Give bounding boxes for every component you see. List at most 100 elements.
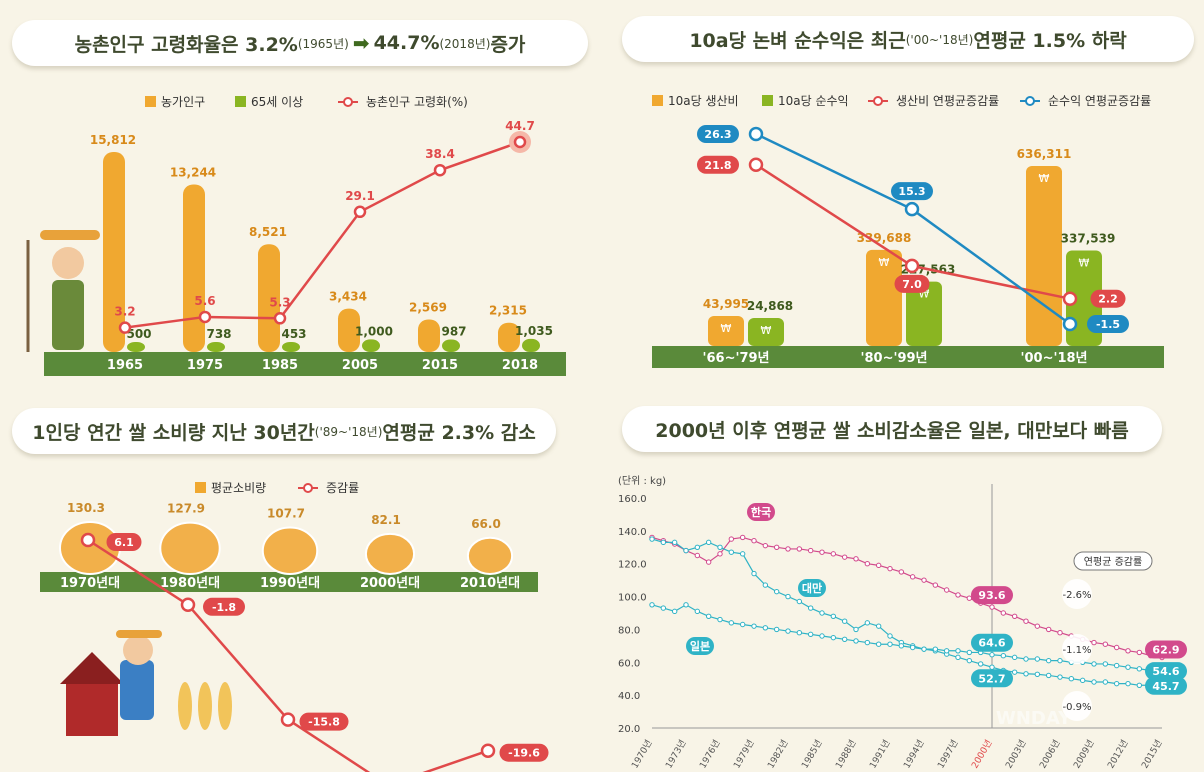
title-consumption-years: ('89~'18년)	[314, 424, 383, 439]
legend-cost-label: 10a당 생산비	[668, 94, 739, 108]
legend-aging-rate-label: 농촌인구 고령화(%)	[366, 95, 468, 109]
label-income-rate-0-pill	[697, 125, 739, 143]
bar-over65-1965	[127, 342, 145, 352]
xtick-2012년: 2012년	[1105, 738, 1130, 771]
point-한국-26	[943, 587, 950, 593]
label-farm-pop-2005: 3,434	[329, 290, 367, 304]
label-change-4: -19.6	[508, 747, 540, 760]
point-aging-rate-2005	[353, 205, 367, 219]
series-name-일본-pill	[686, 637, 714, 655]
point-대만-35	[1045, 672, 1052, 679]
farmer-face	[52, 247, 84, 279]
point-대만-40	[1102, 679, 1109, 685]
point-일본-33	[1023, 656, 1029, 662]
point-대만-37	[1068, 676, 1075, 682]
point-일본-18	[853, 638, 859, 644]
barn-roof-icon	[60, 652, 124, 684]
point-한국-19	[864, 561, 871, 567]
point-일본-14	[807, 631, 814, 638]
rate-일본: -1.1%	[1062, 645, 1091, 656]
bar-farm-pop-1985	[258, 244, 280, 352]
point-한국-40	[1102, 641, 1109, 647]
point-한국-4	[694, 552, 701, 559]
point-대만-29	[977, 661, 984, 667]
chart-aging: 농가인구 65세 이상 농촌인구 고령화(%) 15,812 500 1965 13,244…	[26, 95, 566, 376]
end-일본: 54.6	[1152, 665, 1179, 678]
label-change-0-pill	[106, 533, 142, 551]
legend-income-rate-label: 순수익 연평균증감률	[1048, 94, 1151, 108]
farmer-hat	[116, 630, 162, 638]
chart-intl: (단위 : kg) 160.0 140.0 120.0 100.0 80.0 60.0 40.…	[618, 474, 1187, 771]
point-한국-14	[807, 547, 814, 554]
legend-income-rate-marker	[1025, 96, 1035, 106]
label-cost-rate-0-pill	[697, 155, 739, 174]
title-aging-text-a: 농촌인구 고령화율은 3.2%	[74, 33, 298, 56]
start-한국-pill	[971, 586, 1013, 605]
point-한국-25	[932, 582, 939, 588]
title-intl: 2000년 이후 연평균 쌀 소비감소율은 일본, 대만보다 빠름	[622, 406, 1162, 452]
point-대만-38	[1079, 677, 1086, 684]
xtick-2018: 2018	[502, 358, 538, 373]
title-rice-income: 10a당 논벼 순수익은 최근 ('00~'18년) 연평균 1.5% 하락	[622, 16, 1194, 62]
bar-over65-1985	[282, 342, 300, 352]
end-대만-pill	[1145, 676, 1187, 695]
point-일본-40	[1102, 661, 1109, 667]
label-aging-rate-1975: 5.6	[194, 294, 215, 308]
legend-box-label: 연평균 증감률	[1084, 556, 1142, 568]
title-rice-income-years: ('00~'18년)	[905, 32, 974, 47]
point-한국-6	[717, 551, 723, 557]
point-대만-18	[853, 626, 859, 633]
bar-farm-pop-1965	[103, 152, 125, 352]
point-cost-rate-1	[904, 258, 920, 274]
xtick-1975: 1975	[187, 358, 223, 373]
legend-avg-consumption-label: 평균소비량	[211, 481, 266, 495]
point-대만-33	[1023, 671, 1029, 677]
xtick-2015년: 2015년	[1139, 738, 1164, 771]
label-income-rate-1: 15.3	[898, 185, 925, 198]
series-name-일본: 일본	[690, 639, 710, 653]
point-대만-4	[694, 544, 701, 550]
bar-farm-pop-2018	[498, 322, 520, 352]
point-income-rate-2	[1062, 316, 1078, 332]
label-aging-rate-2018: 44.7	[505, 119, 535, 133]
point-일본-43	[1136, 666, 1143, 672]
xtick-1985년: 1985년	[799, 738, 824, 771]
xtick-2010년대: 2010년대	[460, 576, 520, 591]
label-income-rate-2-pill	[1087, 315, 1129, 333]
series-name-한국: 한국	[751, 505, 771, 519]
point-일본-28	[966, 649, 973, 656]
xtick-2: '00~'18년	[1021, 351, 1088, 366]
ytick-20.0: 20.0	[618, 724, 640, 735]
bar-cost-'80~'99년	[866, 249, 902, 346]
bowl-icon-2010년대	[466, 536, 514, 575]
xtick-1973년: 1973년	[663, 738, 688, 771]
bowl-icon-1990년대	[261, 526, 319, 575]
point-change-2	[280, 712, 296, 727]
point-한국-22	[898, 569, 905, 575]
xtick-1979년: 1979년	[731, 738, 756, 771]
xtick-1997년: 1997년	[935, 738, 960, 771]
point-한국-17	[841, 554, 848, 560]
point-대만-8	[739, 551, 746, 557]
line-대만	[651, 538, 1163, 687]
label-change-2: -15.8	[308, 716, 340, 729]
legend-avg-consumption-swatch	[195, 482, 206, 493]
farmer-hat	[40, 230, 100, 240]
point-대만-1	[660, 539, 667, 546]
legend-income-swatch	[762, 95, 773, 106]
point-일본-17	[841, 636, 848, 642]
point-대만-6	[717, 544, 723, 550]
point-대만-32	[1011, 669, 1018, 675]
label-change-1: -1.8	[212, 601, 236, 614]
xtick-2000년대: 2000년대	[360, 576, 420, 591]
point-한국-18	[853, 556, 859, 562]
bar-farm-pop-1975	[183, 184, 205, 352]
bar-over65-1975	[207, 342, 225, 352]
xtick-1990년대: 1990년대	[260, 576, 320, 591]
start-대만-pill	[971, 669, 1013, 688]
axis-band	[40, 572, 538, 592]
point-일본-26	[943, 648, 950, 654]
coin-icon-cost-'66~'79년: ₩	[721, 322, 732, 335]
label-income-'66~'79년: 24,868	[747, 299, 793, 313]
wheat-icon-1	[198, 682, 212, 730]
